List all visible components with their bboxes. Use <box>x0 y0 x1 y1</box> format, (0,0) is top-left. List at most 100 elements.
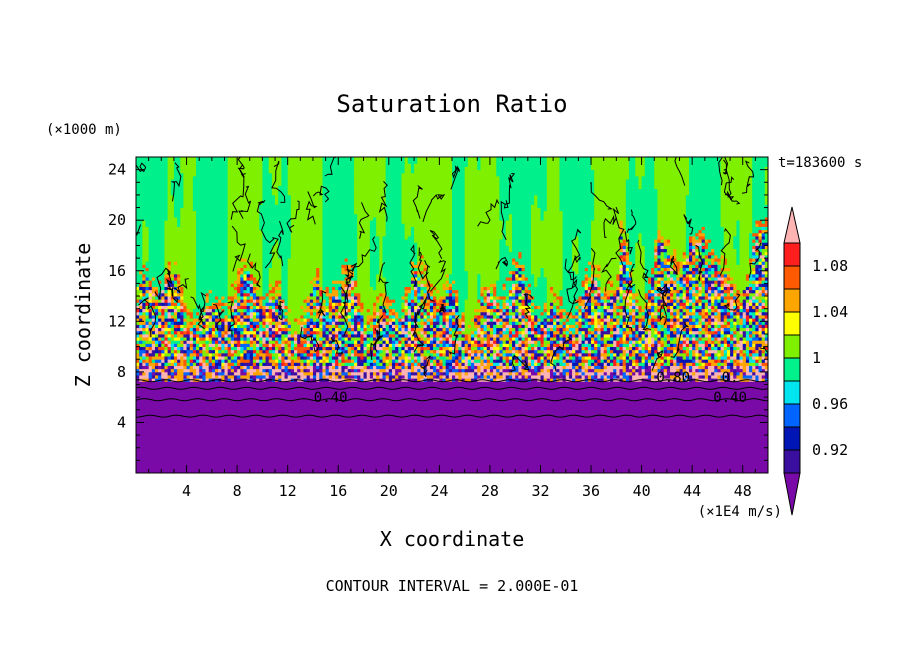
field-cell <box>759 410 763 414</box>
field-cell <box>357 432 361 436</box>
field-cell <box>345 457 349 461</box>
field-cell <box>468 432 472 436</box>
field-cell <box>465 416 469 420</box>
field-cell <box>638 426 642 430</box>
field-cell <box>398 464 402 468</box>
field-cell <box>414 432 418 436</box>
field-cell <box>158 451 162 455</box>
field-cell <box>452 394 456 398</box>
field-cell <box>657 429 661 433</box>
field-cell <box>730 454 734 458</box>
field-cell <box>262 451 266 455</box>
field-cell <box>401 422 405 426</box>
field-cell <box>228 448 232 452</box>
field-cell <box>341 429 345 433</box>
field-cell <box>313 435 317 439</box>
field-cell <box>275 460 279 464</box>
field-cell <box>616 445 620 449</box>
field-cell <box>746 419 750 423</box>
field-cell <box>145 426 149 430</box>
field-cell <box>215 435 219 439</box>
field-cell <box>550 422 554 426</box>
field-cell <box>272 426 276 430</box>
field-cell <box>515 426 519 430</box>
field-cell <box>386 438 390 442</box>
field-cell <box>174 435 178 439</box>
field-cell <box>370 448 374 452</box>
field-cell <box>575 419 579 423</box>
field-cell <box>695 441 699 445</box>
field-cell <box>496 403 500 407</box>
field-cell <box>171 410 175 414</box>
field-cell <box>544 410 548 414</box>
field-cell <box>168 448 172 452</box>
field-cell <box>534 407 538 411</box>
field-cell <box>752 410 756 414</box>
field-cell <box>566 448 570 452</box>
field-cell <box>291 403 295 407</box>
field-cell <box>417 407 421 411</box>
field-cell <box>367 407 371 411</box>
field-cell <box>550 457 554 461</box>
field-cell <box>566 438 570 442</box>
field-cell <box>174 410 178 414</box>
field-cell <box>228 467 232 471</box>
field-cell <box>149 403 153 407</box>
field-cell <box>642 435 646 439</box>
field-cell <box>616 441 620 445</box>
field-cell <box>379 464 383 468</box>
field-cell <box>376 403 380 407</box>
field-cell <box>632 410 636 414</box>
field-cell <box>345 438 349 442</box>
field-cell <box>247 435 251 439</box>
field-cell <box>708 419 712 423</box>
field-cell <box>550 460 554 464</box>
field-cell <box>585 419 589 423</box>
field-cell <box>474 460 478 464</box>
field-cell <box>572 426 576 430</box>
field-cell <box>695 403 699 407</box>
field-cell <box>607 441 611 445</box>
field-cell <box>594 416 598 420</box>
field-cell <box>695 467 699 471</box>
field-cell <box>187 464 191 468</box>
field-cell <box>477 422 481 426</box>
field-cell <box>392 441 396 445</box>
field-cell <box>657 432 661 436</box>
field-cell <box>161 445 165 449</box>
field-cell <box>721 413 725 417</box>
field-cell <box>187 467 191 471</box>
field-cell <box>499 451 503 455</box>
field-cell <box>420 441 424 445</box>
field-cell <box>477 432 481 436</box>
field-cell <box>702 464 706 468</box>
field-cell <box>149 426 153 430</box>
field-cell <box>291 457 295 461</box>
field-cell <box>474 441 478 445</box>
field-cell <box>297 407 301 411</box>
field-cell <box>461 407 465 411</box>
field-cell <box>680 403 684 407</box>
field-cell <box>648 400 652 404</box>
field-cell <box>183 407 187 411</box>
field-cell <box>537 457 541 461</box>
field-cell <box>582 464 586 468</box>
field-cell <box>345 426 349 430</box>
field-cell <box>234 441 238 445</box>
field-cell <box>585 445 589 449</box>
field-cell <box>329 416 333 420</box>
field-cell <box>269 467 273 471</box>
field-cell <box>616 429 620 433</box>
field-cell <box>721 432 725 436</box>
field-cell <box>193 460 197 464</box>
field-cell <box>664 403 668 407</box>
field-cell <box>626 451 630 455</box>
field-cell <box>433 410 437 414</box>
field-cell <box>392 448 396 452</box>
field-cell <box>158 435 162 439</box>
field-cell <box>594 445 598 449</box>
field-cell <box>525 441 529 445</box>
field-cell <box>243 413 247 417</box>
field-cell <box>149 464 153 468</box>
field-cell <box>629 464 633 468</box>
